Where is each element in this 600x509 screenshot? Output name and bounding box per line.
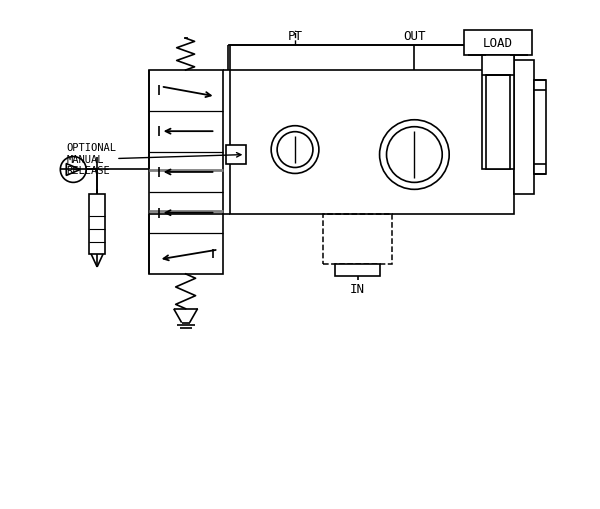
Bar: [514, 61, 534, 195]
Text: LOAD: LOAD: [483, 37, 513, 50]
Bar: [230, 46, 514, 215]
Text: OPTIONAL: OPTIONAL: [66, 143, 116, 152]
Bar: [534, 81, 545, 175]
Bar: [323, 215, 392, 265]
Text: PT: PT: [287, 30, 302, 43]
Bar: [149, 71, 223, 274]
Bar: [89, 195, 105, 254]
Text: MANUAL: MANUAL: [66, 154, 104, 164]
Text: RELEASE: RELEASE: [66, 166, 110, 176]
Bar: [226, 145, 246, 165]
Bar: [335, 265, 380, 276]
Bar: [482, 56, 514, 170]
Bar: [464, 31, 532, 56]
Text: OUT: OUT: [403, 30, 425, 43]
Bar: [486, 76, 510, 170]
Text: IN: IN: [350, 282, 365, 295]
